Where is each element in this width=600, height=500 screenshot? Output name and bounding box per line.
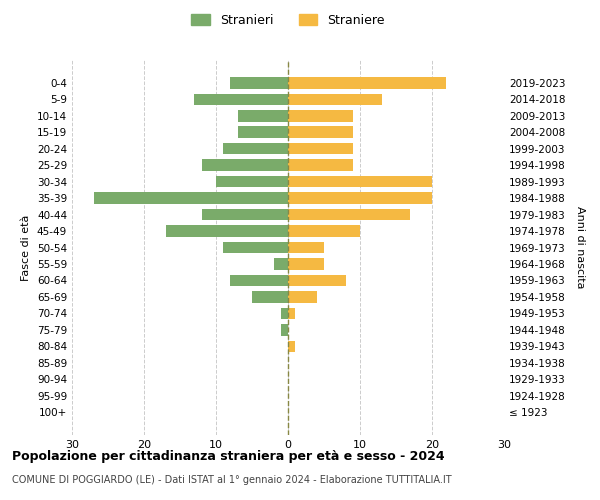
Bar (223, 242, 288, 254)
Bar (288, 110, 353, 122)
Bar (94, 192, 288, 204)
Bar (288, 209, 410, 220)
Text: Popolazione per cittadinanza straniera per età e sesso - 2024: Popolazione per cittadinanza straniera p… (12, 450, 445, 463)
Bar (288, 176, 432, 188)
Bar (288, 143, 353, 154)
Bar (216, 176, 288, 188)
Bar (230, 274, 288, 286)
Bar (238, 110, 288, 122)
Bar (288, 291, 317, 302)
Bar (166, 226, 288, 237)
Y-axis label: Fasce di età: Fasce di età (22, 214, 31, 280)
Text: COMUNE DI POGGIARDO (LE) - Dati ISTAT al 1° gennaio 2024 - Elaborazione TUTTITAL: COMUNE DI POGGIARDO (LE) - Dati ISTAT al… (12, 475, 452, 485)
Bar (230, 77, 288, 88)
Bar (288, 258, 324, 270)
Bar (288, 160, 353, 171)
Bar (281, 308, 288, 319)
Bar (288, 226, 360, 237)
Bar (288, 340, 295, 352)
Bar (252, 291, 288, 302)
Bar (202, 209, 288, 220)
Bar (288, 77, 446, 88)
Bar (288, 126, 353, 138)
Y-axis label: Anni di nascita: Anni di nascita (575, 206, 585, 289)
Bar (238, 126, 288, 138)
Legend: Stranieri, Straniere: Stranieri, Straniere (186, 8, 390, 32)
Bar (223, 143, 288, 154)
Bar (274, 258, 288, 270)
Bar (288, 308, 295, 319)
Bar (194, 94, 288, 105)
Bar (202, 160, 288, 171)
Bar (288, 242, 324, 254)
Bar (288, 192, 432, 204)
Bar (288, 94, 382, 105)
Bar (288, 274, 346, 286)
Bar (281, 324, 288, 336)
